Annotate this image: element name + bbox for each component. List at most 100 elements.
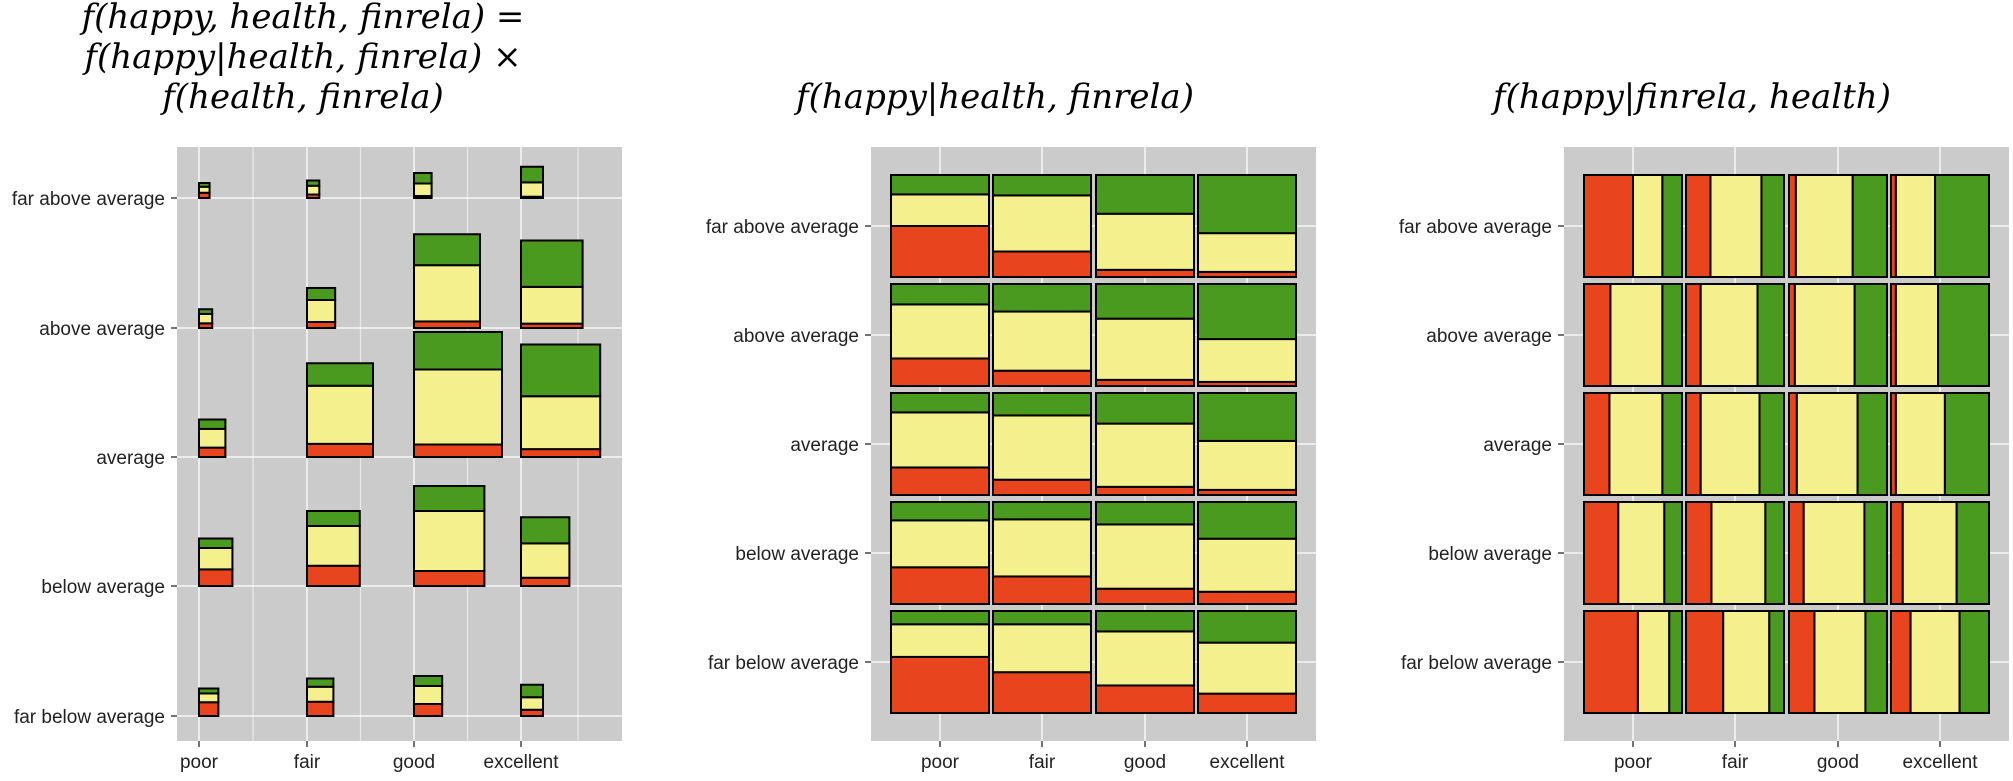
tile-segment-neutral xyxy=(992,518,1092,578)
tile-segment-happy xyxy=(520,239,584,288)
middle-panel-tiles xyxy=(890,174,1297,715)
right-panel-tiles xyxy=(1583,174,1991,714)
tile-segment-happy xyxy=(1197,610,1297,644)
tile-segment-unhappy xyxy=(992,369,1092,388)
x-tick-label: excellent xyxy=(1210,752,1286,773)
tile-excellent-average xyxy=(520,343,602,458)
tile-segment-happy xyxy=(1863,501,1888,605)
y-tick-label: below average xyxy=(735,544,859,565)
tile-segment-neutral xyxy=(1722,610,1771,714)
tile-segment-neutral xyxy=(413,510,486,572)
tile-excellent-average xyxy=(1890,392,1991,496)
tile-segment-happy xyxy=(1943,392,1991,496)
tile-segment-happy xyxy=(1958,610,1990,714)
tile-segment-happy xyxy=(890,174,990,196)
tile-segment-unhappy xyxy=(1095,587,1195,606)
tile-poor-far-below-average xyxy=(1583,610,1684,714)
tile-fair-below-average xyxy=(306,510,361,587)
tile-segment-unhappy xyxy=(1583,283,1612,387)
y-tick-label: above average xyxy=(733,326,859,347)
tile-segment-neutral xyxy=(520,285,584,325)
tile-segment-unhappy xyxy=(992,671,1092,715)
tile-segment-neutral xyxy=(1197,537,1297,593)
tile-segment-neutral xyxy=(1813,610,1867,714)
tile-fair-far-above-average xyxy=(1685,174,1785,278)
tile-good-average xyxy=(1095,392,1195,496)
left-title-line-3: f(health, finrela) xyxy=(159,77,444,117)
tile-excellent-far-below-average xyxy=(1890,610,1990,714)
tile-segment-happy xyxy=(992,392,1092,417)
tile-segment-neutral xyxy=(1709,174,1763,278)
tile-good-above-average xyxy=(1788,283,1889,387)
tile-segment-happy xyxy=(1663,501,1683,605)
tile-segment-unhappy xyxy=(1095,485,1195,496)
tile-segment-happy xyxy=(198,182,211,188)
tile-segment-neutral xyxy=(1710,501,1767,605)
tile-excellent-below-average xyxy=(1197,501,1297,606)
tile-segment-happy xyxy=(1197,392,1297,442)
tile-segment-unhappy xyxy=(1685,501,1713,605)
tile-segment-neutral xyxy=(890,623,990,658)
tile-segment-unhappy xyxy=(198,446,227,458)
tile-segment-happy xyxy=(306,510,361,527)
tile-excellent-far-above-average xyxy=(520,165,544,199)
tile-segment-neutral xyxy=(890,519,990,569)
tile-segment-neutral xyxy=(1095,630,1195,687)
tile-segment-happy xyxy=(890,501,990,522)
tile-good-above-average xyxy=(413,233,481,329)
tile-poor-below-average xyxy=(198,537,234,587)
tile-segment-neutral xyxy=(306,299,337,323)
tile-segment-unhappy xyxy=(890,357,990,387)
tile-poor-above-average xyxy=(1583,283,1684,387)
tile-fair-above-average xyxy=(306,287,337,329)
x-tick-label: poor xyxy=(180,752,219,773)
x-tick-label: poor xyxy=(1614,752,1653,773)
tile-segment-unhappy xyxy=(1890,610,1912,714)
tile-segment-neutral xyxy=(520,181,544,198)
tile-segment-happy xyxy=(306,179,321,187)
tile-segment-unhappy xyxy=(306,700,335,717)
tile-segment-unhappy xyxy=(1095,684,1195,715)
tile-segment-happy xyxy=(1095,174,1195,215)
tile-segment-neutral xyxy=(1699,392,1761,496)
tile-segment-neutral xyxy=(1699,283,1759,387)
tile-segment-neutral xyxy=(890,411,990,469)
tile-segment-unhappy xyxy=(413,443,503,458)
tile-segment-happy xyxy=(520,683,544,699)
tile-segment-neutral xyxy=(1095,212,1195,271)
tile-segment-neutral xyxy=(1095,523,1195,590)
tile-good-far-below-average xyxy=(413,675,444,717)
tile-segment-happy xyxy=(992,501,1092,521)
tile-segment-happy xyxy=(1095,610,1195,633)
tile-segment-neutral xyxy=(1197,439,1297,491)
y-tick-label: far below average xyxy=(708,653,859,674)
tile-fair-average xyxy=(1685,392,1785,496)
tile-fair-above-average xyxy=(1685,283,1786,387)
tile-segment-unhappy xyxy=(198,568,234,587)
tile-segment-happy xyxy=(992,283,1092,313)
y-tick-label: below average xyxy=(1428,544,1552,565)
tile-fair-average xyxy=(306,362,374,458)
tile-excellent-far-below-average xyxy=(520,683,544,717)
tile-excellent-above-average xyxy=(520,239,584,329)
tile-segment-happy xyxy=(1095,392,1195,425)
tile-excellent-far-below-average xyxy=(1197,610,1297,714)
tile-segment-unhappy xyxy=(890,466,990,496)
tile-poor-far-above-average xyxy=(1583,174,1684,278)
tile-segment-happy xyxy=(1095,501,1195,526)
tile-segment-neutral xyxy=(1095,317,1195,381)
tile-segment-happy xyxy=(1756,283,1786,387)
tile-segment-neutral xyxy=(1909,610,1961,714)
tile-segment-happy xyxy=(1760,174,1785,278)
tile-segment-happy xyxy=(306,677,335,688)
tile-segment-happy xyxy=(1955,501,1991,605)
tile-segment-neutral xyxy=(306,525,361,567)
tile-segment-unhappy xyxy=(413,703,444,717)
x-tick-label: excellent xyxy=(484,752,560,773)
tile-segment-unhappy xyxy=(520,576,571,587)
tile-good-below-average xyxy=(1788,501,1888,605)
tile-poor-above-average xyxy=(890,283,990,387)
tile-segment-neutral xyxy=(1197,338,1297,383)
tile-segment-happy xyxy=(198,687,220,695)
tile-segment-unhappy xyxy=(890,225,990,278)
